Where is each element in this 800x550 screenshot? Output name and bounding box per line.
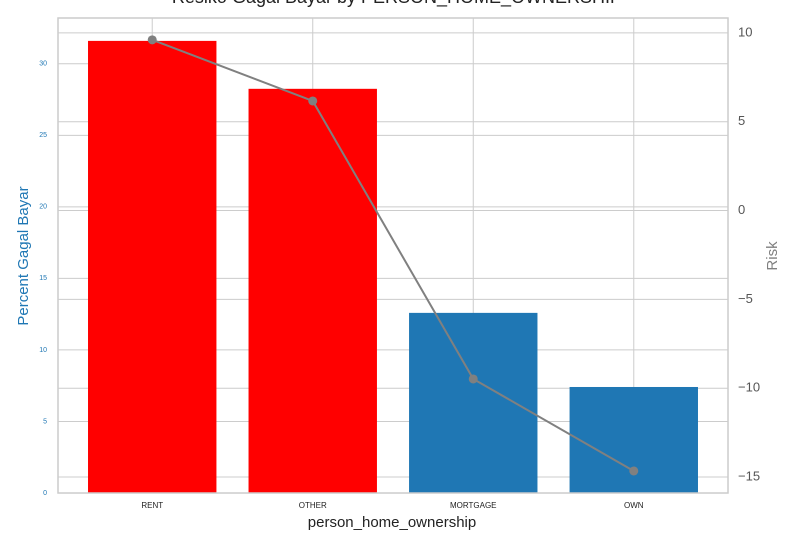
y2-tick-label: 10: [738, 24, 752, 39]
y2-tick-label: 0: [738, 202, 745, 217]
bar: [569, 386, 698, 493]
x-tick-label: MORTGAGE: [450, 501, 497, 510]
bar: [248, 88, 377, 493]
line-marker: [308, 96, 318, 106]
y-tick-label: 25: [39, 132, 47, 139]
y-tick-label: 10: [39, 347, 47, 354]
x-tick-label: RENT: [141, 501, 163, 510]
y-tick-label: 15: [39, 275, 47, 282]
line: [151, 38, 635, 472]
line-marker: [629, 466, 639, 476]
y-axis-label: Percent Gagal Bayar: [15, 186, 32, 325]
x-tick-label: OTHER: [299, 501, 327, 510]
line-marker: [147, 35, 157, 45]
bar: [88, 40, 217, 493]
bars: [88, 40, 698, 493]
y2-axis-label: Risk: [764, 241, 781, 271]
chart-title: Resiko Gagal Bayar by PERSON_HOME_OWNERS…: [172, 0, 622, 8]
x-axis-label: person_home_ownership: [308, 514, 476, 531]
line-marker: [468, 374, 478, 384]
plot-frame: [57, 17, 729, 494]
y2-tick-label: −5: [738, 291, 753, 306]
x-tick-label: OWN: [624, 501, 644, 510]
y2-tick-label: 5: [738, 113, 745, 128]
y-tick-label: 20: [39, 204, 47, 211]
bar: [409, 312, 538, 493]
y-tick-label: 0: [43, 490, 47, 497]
y2-tick-label: −15: [738, 468, 760, 483]
y-tick-label: 30: [39, 61, 47, 68]
y-tick-label: 5: [43, 418, 47, 425]
y2-tick-label: −10: [738, 380, 760, 395]
